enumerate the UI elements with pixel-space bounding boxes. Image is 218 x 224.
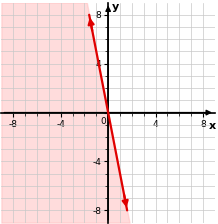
Text: 0: 0 [100,117,106,126]
Text: x: x [209,121,216,131]
Text: y: y [112,2,119,13]
